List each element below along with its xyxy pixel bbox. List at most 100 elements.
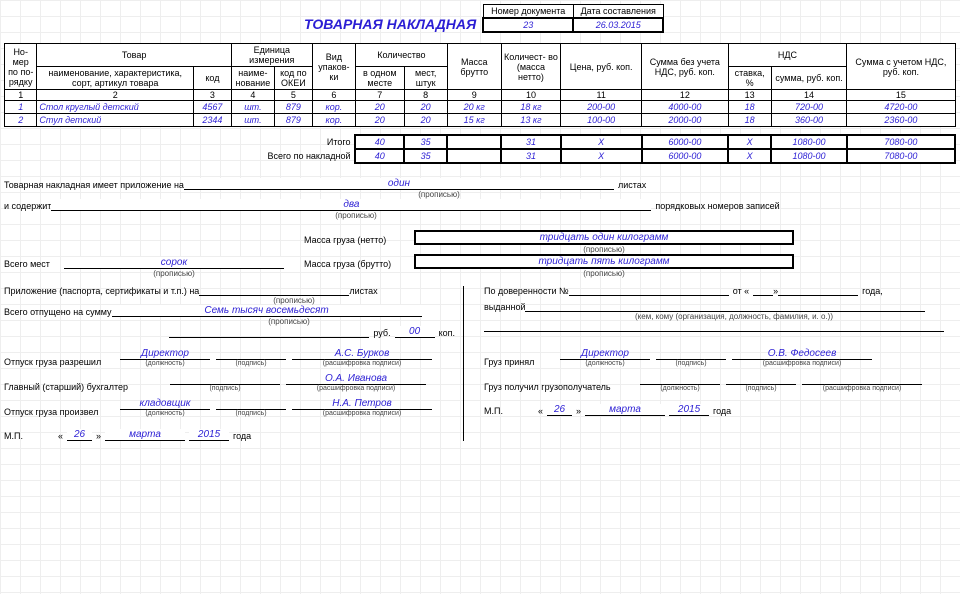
data-cell: 200-00: [561, 101, 642, 114]
data-cell: 4567: [194, 101, 232, 114]
gruz-poluchil: Груз получил грузополучатель: [484, 382, 634, 392]
h-net: Количест- во (масса нетто): [501, 44, 560, 90]
vydannoy-hint: (кем, кому (организация, должность, фами…: [534, 312, 934, 321]
ivanova: О.А. Иванова: [286, 373, 426, 385]
colnum-cell: 9: [447, 90, 501, 101]
colnum-cell: 5: [274, 90, 312, 101]
total-cell: Х: [561, 135, 642, 149]
total-cell: 31: [501, 135, 560, 149]
data-cell: 20: [355, 114, 404, 127]
data-cell: 18 кг: [501, 101, 560, 114]
main-table: Но- мер по по- рядку Товар Единица измер…: [4, 43, 956, 164]
d-l: 26: [67, 429, 92, 441]
total-cell: 1080-00: [771, 149, 847, 163]
h-unit: Единица измерения: [231, 44, 312, 67]
doc-title: ТОВАРНАЯ НАКЛАДНАЯ: [304, 16, 476, 32]
contains-val: два: [51, 199, 651, 211]
total-cell: Х: [728, 149, 771, 163]
doc-number: 23: [483, 18, 573, 32]
colnum-cell: 2: [37, 90, 194, 101]
h-tovar: Товар: [37, 44, 231, 67]
total-label: Всего по накладной: [5, 149, 356, 163]
contains-label: и содержит: [4, 201, 51, 211]
total-cell: 6000-00: [642, 149, 728, 163]
data-cell: шт.: [231, 101, 274, 114]
colnum-cell: 13: [728, 90, 771, 101]
vsego-mest-label: Всего мест: [4, 259, 64, 269]
colnum-cell: 15: [847, 90, 955, 101]
pril-listah: листах: [349, 286, 377, 296]
mp-l: М.П.: [4, 431, 54, 441]
colnum-cell: 3: [194, 90, 232, 101]
data-cell: 20: [355, 101, 404, 114]
propisyu-2: (прописью): [56, 211, 656, 220]
has-attach-label: Товарная накладная имеет приложение на: [4, 180, 184, 190]
pril-label: Приложение (паспорта, сертификаты и т.п.…: [4, 286, 199, 296]
gruz-prinyal: Груз принял: [484, 357, 554, 367]
h-gross: Масса брутто: [447, 44, 501, 90]
fedoseev: О.В. Федосеев: [732, 348, 872, 360]
colnum-cell: 14: [771, 90, 847, 101]
dir2: Директор: [560, 348, 650, 360]
mass-net-val: тридцать один килограмм: [414, 230, 794, 245]
total-label: Итого: [5, 135, 356, 149]
data-cell: 20: [404, 101, 447, 114]
h-vatsum: сумма, руб. коп.: [771, 67, 847, 90]
data-cell: 360-00: [771, 114, 847, 127]
h-unit-name: наиме- нование: [231, 67, 274, 90]
h-qone: в одном месте: [355, 67, 404, 90]
m-l: марта: [105, 429, 185, 441]
m-r: марта: [585, 404, 665, 416]
total-cell: 1080-00: [771, 135, 847, 149]
table-row: 2Стул детский2344шт.879кор.202015 кг13 к…: [5, 114, 956, 127]
colnum-cell: 6: [312, 90, 355, 101]
data-cell: 2360-00: [847, 114, 955, 127]
total-cell: 35: [404, 149, 447, 163]
h-total: Сумма с учетом НДС, руб. коп.: [847, 44, 955, 90]
propisyu-7: (прописью): [134, 317, 444, 326]
num-label: Номер документа: [483, 5, 573, 19]
total-cell: 6000-00: [642, 135, 728, 149]
attach-val: один: [184, 178, 614, 190]
data-cell: шт.: [231, 114, 274, 127]
colnum-cell: 7: [355, 90, 404, 101]
data-cell: 2: [5, 114, 37, 127]
colnum-cell: 12: [642, 90, 728, 101]
h-vat: НДС: [728, 44, 847, 67]
data-cell: Стул детский: [37, 114, 194, 127]
data-cell: 1: [5, 101, 37, 114]
data-cell: 100-00: [561, 114, 642, 127]
kop: коп.: [439, 328, 455, 338]
data-cell: Стол круглый детский: [37, 101, 194, 114]
otpusk-razr: Отпуск груза разрешил: [4, 357, 114, 367]
data-cell: 15 кг: [447, 114, 501, 127]
h-order: Но- мер по по- рядку: [5, 44, 37, 90]
propisyu-1: (прописью): [224, 190, 654, 199]
doc-date: 26.03.2015: [573, 18, 663, 32]
total-cell: 31: [501, 149, 560, 163]
h-okei: код по ОКЕИ: [274, 67, 312, 90]
header-block: ТОВАРНАЯ НАКЛАДНАЯ Номер документа Дата …: [304, 4, 664, 33]
mass-gross-val: тридцать пять килограмм: [414, 254, 794, 269]
listah-label: листах: [618, 180, 646, 190]
y-l: 2015: [189, 429, 229, 441]
data-cell: 4000-00: [642, 101, 728, 114]
burkov: А.С. Бурков: [292, 348, 432, 360]
otpusheno-label: Всего отпущено на сумму: [4, 307, 112, 317]
data-cell: 2344: [194, 114, 232, 127]
mass-net-label: Масса груза (нетто): [304, 235, 414, 245]
kop-val: 00: [395, 326, 435, 338]
total-cell: Х: [561, 149, 642, 163]
total-cell: 7080-00: [847, 135, 955, 149]
data-cell: 20: [404, 114, 447, 127]
h-places: мест, штук: [404, 67, 447, 90]
total-cell: [447, 149, 501, 163]
total-cell: 7080-00: [847, 149, 955, 163]
goda2: года,: [862, 286, 883, 296]
kladov: кладовщик: [120, 398, 210, 410]
propisyu-5: (прописью): [414, 269, 794, 278]
table-row: 1Стол круглый детский4567шт.879кор.20202…: [5, 101, 956, 114]
h-qty: Количество: [355, 44, 447, 67]
total-cell: Х: [728, 135, 771, 149]
propisyu-4: (прописью): [64, 269, 284, 278]
